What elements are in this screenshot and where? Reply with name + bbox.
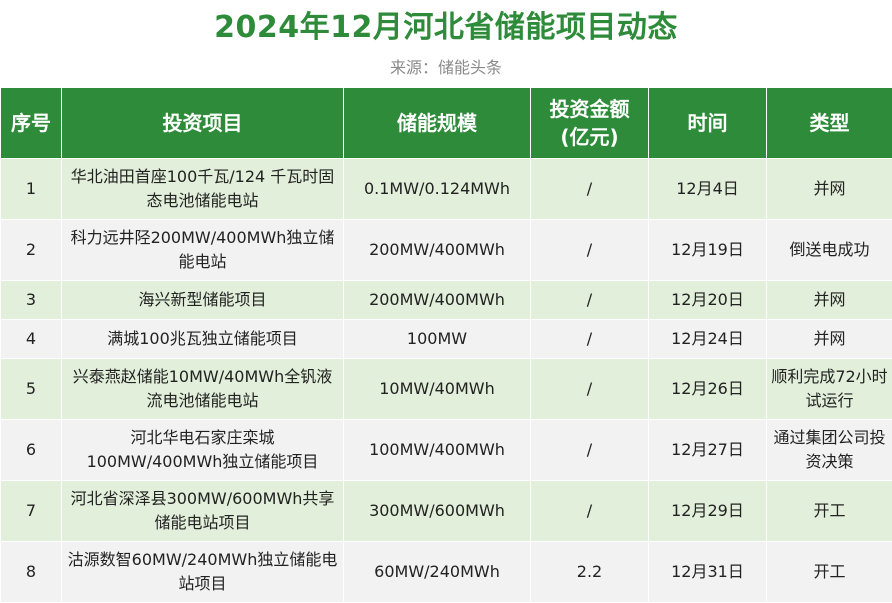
cell-scale: 100MW bbox=[344, 320, 531, 359]
cell-scale: 300MW/600MWh bbox=[344, 481, 531, 542]
cell-index: 5 bbox=[1, 359, 62, 420]
table-header-row: 序号 投资项目 储能规模 投资金额(亿元) 时间 类型 bbox=[1, 88, 892, 159]
header-date: 时间 bbox=[649, 88, 767, 159]
cell-type: 倒送电成功 bbox=[767, 220, 892, 281]
cell-type: 并网 bbox=[767, 159, 892, 220]
cell-project: 科力远井陉200MW/400MWh独立储能电站 bbox=[62, 220, 344, 281]
table-row: 1 华北油田首座100千瓦/124 千瓦时固态电池储能电站 0.1MW/0.12… bbox=[1, 159, 892, 220]
page-title: 2024年12月河北省储能项目动态 bbox=[0, 6, 892, 50]
cell-date: 12月4日 bbox=[649, 159, 767, 220]
table-row: 2 科力远井陉200MW/400MWh独立储能电站 200MW/400MWh /… bbox=[1, 220, 892, 281]
cell-index: 2 bbox=[1, 220, 62, 281]
cell-investment: / bbox=[531, 220, 649, 281]
table-row: 5 兴泰燕赵储能10MW/40MWh全钒液流电池储能电站 10MW/40MWh … bbox=[1, 359, 892, 420]
header-investment: 投资金额(亿元) bbox=[531, 88, 649, 159]
header-project: 投资项目 bbox=[62, 88, 344, 159]
table-row: 8 沽源数智60MW/240MWh独立储能电站项目 60MW/240MWh 2.… bbox=[1, 542, 892, 603]
table-row: 4 满城100兆瓦独立储能项目 100MW / 12月24日 并网 bbox=[1, 320, 892, 359]
cell-type: 开工 bbox=[767, 542, 892, 603]
cell-scale: 60MW/240MWh bbox=[344, 542, 531, 603]
cell-scale: 200MW/400MWh bbox=[344, 220, 531, 281]
cell-index: 8 bbox=[1, 542, 62, 603]
cell-investment: / bbox=[531, 320, 649, 359]
cell-project: 华北油田首座100千瓦/124 千瓦时固态电池储能电站 bbox=[62, 159, 344, 220]
cell-date: 12月26日 bbox=[649, 359, 767, 420]
cell-project: 海兴新型储能项目 bbox=[62, 281, 344, 320]
cell-index: 6 bbox=[1, 420, 62, 481]
table-row: 3 海兴新型储能项目 200MW/400MWh / 12月20日 并网 bbox=[1, 281, 892, 320]
cell-index: 1 bbox=[1, 159, 62, 220]
cell-investment: / bbox=[531, 420, 649, 481]
header-index: 序号 bbox=[1, 88, 62, 159]
cell-scale: 10MW/40MWh bbox=[344, 359, 531, 420]
cell-investment: / bbox=[531, 481, 649, 542]
cell-scale: 0.1MW/0.124MWh bbox=[344, 159, 531, 220]
cell-type: 并网 bbox=[767, 281, 892, 320]
cell-index: 7 bbox=[1, 481, 62, 542]
cell-type: 通过集团公司投资决策 bbox=[767, 420, 892, 481]
cell-investment: / bbox=[531, 159, 649, 220]
cell-investment: 2.2 bbox=[531, 542, 649, 603]
cell-project: 满城100兆瓦独立储能项目 bbox=[62, 320, 344, 359]
cell-date: 12月27日 bbox=[649, 420, 767, 481]
cell-date: 12月29日 bbox=[649, 481, 767, 542]
project-table: 序号 投资项目 储能规模 投资金额(亿元) 时间 类型 1 华北油田首座100千… bbox=[0, 87, 892, 603]
cell-type: 并网 bbox=[767, 320, 892, 359]
header-type: 类型 bbox=[767, 88, 892, 159]
cell-type: 顺利完成72小时试运行 bbox=[767, 359, 892, 420]
table-row: 7 河北省深泽县300MW/600MWh共享储能电站项目 300MW/600MW… bbox=[1, 481, 892, 542]
cell-project: 河北华电石家庄栾城100MW/400MWh独立储能项目 bbox=[62, 420, 344, 481]
cell-scale: 100MW/400MWh bbox=[344, 420, 531, 481]
cell-date: 12月20日 bbox=[649, 281, 767, 320]
cell-project: 沽源数智60MW/240MWh独立储能电站项目 bbox=[62, 542, 344, 603]
cell-type: 开工 bbox=[767, 481, 892, 542]
cell-index: 3 bbox=[1, 281, 62, 320]
cell-index: 4 bbox=[1, 320, 62, 359]
cell-date: 12月24日 bbox=[649, 320, 767, 359]
cell-scale: 200MW/400MWh bbox=[344, 281, 531, 320]
cell-investment: / bbox=[531, 281, 649, 320]
cell-date: 12月31日 bbox=[649, 542, 767, 603]
header-scale: 储能规模 bbox=[344, 88, 531, 159]
cell-date: 12月19日 bbox=[649, 220, 767, 281]
cell-investment: / bbox=[531, 359, 649, 420]
table-row: 6 河北华电石家庄栾城100MW/400MWh独立储能项目 100MW/400M… bbox=[1, 420, 892, 481]
cell-project: 兴泰燕赵储能10MW/40MWh全钒液流电池储能电站 bbox=[62, 359, 344, 420]
source-caption: 来源：储能头条 bbox=[0, 56, 892, 80]
cell-project: 河北省深泽县300MW/600MWh共享储能电站项目 bbox=[62, 481, 344, 542]
